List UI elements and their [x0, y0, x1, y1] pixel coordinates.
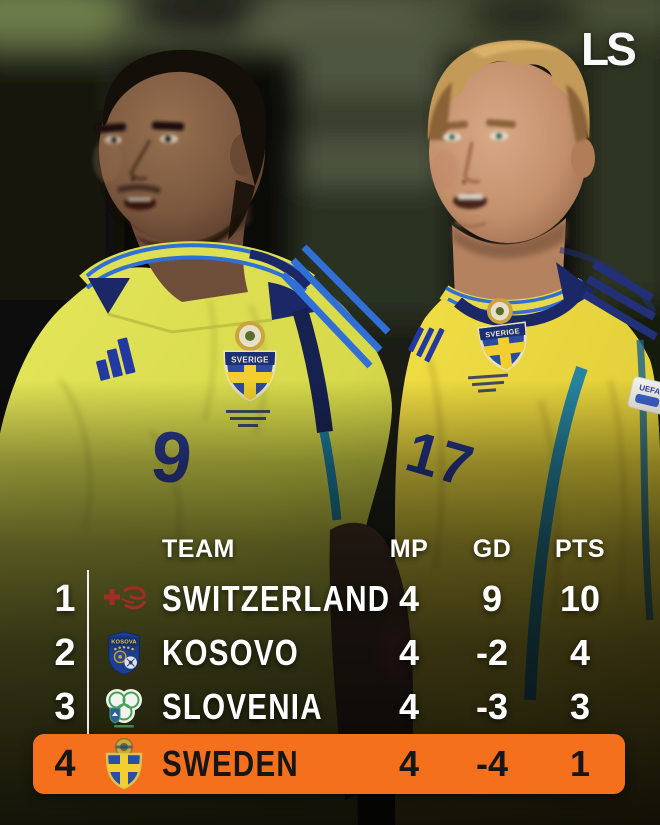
pts-value: 3 [569, 686, 591, 727]
table-row-sweden-highlighted: 4 SWEDEN 4 -4 1 [0, 734, 660, 794]
kosovo-crest-text: KOSOVA [111, 639, 137, 645]
table-row-kosovo: 2 KOSOVA KOSOVO 4 -2 4 [0, 631, 660, 675]
table-row-slovenia: 3 SLOVENIA 4 -3 3 [0, 685, 660, 729]
header-pts: PTS [554, 535, 606, 563]
table-divider-line [87, 570, 89, 734]
mp-value: 4 [398, 686, 420, 727]
kosovo-crest-icon: KOSOVA [100, 631, 148, 675]
table-row-switzerland: 1 SWITZERLAND 4 9 10 [0, 577, 660, 621]
gd-value: -3 [475, 686, 508, 727]
mp-value: 4 [398, 743, 420, 784]
header-gd: GD [472, 535, 512, 563]
rank-value: 2 [54, 631, 76, 674]
pts-value: 4 [569, 632, 591, 673]
team-name: SWITZERLAND [162, 578, 391, 619]
slovenia-crest-icon [100, 685, 148, 729]
team-name: SLOVENIA [162, 686, 323, 727]
header-mp: MP [389, 535, 429, 563]
mp-value: 4 [398, 632, 420, 673]
gd-value: -4 [475, 743, 508, 784]
sweden-crest-icon [100, 734, 148, 794]
gd-value: 9 [481, 578, 503, 619]
gd-value: -2 [475, 632, 508, 673]
header-team: TEAM [162, 535, 235, 563]
switzerland-crest-icon [100, 577, 148, 621]
rank-value: 4 [54, 742, 76, 785]
pts-value: 10 [559, 578, 601, 619]
rank-value: 1 [54, 577, 76, 620]
team-name: KOSOVO [162, 632, 299, 673]
rank-value: 3 [54, 685, 76, 728]
mp-value: 4 [398, 578, 420, 619]
pts-value: 1 [569, 743, 591, 784]
team-name: SWEDEN [162, 743, 299, 784]
livescore-logo: LS [581, 23, 637, 75]
